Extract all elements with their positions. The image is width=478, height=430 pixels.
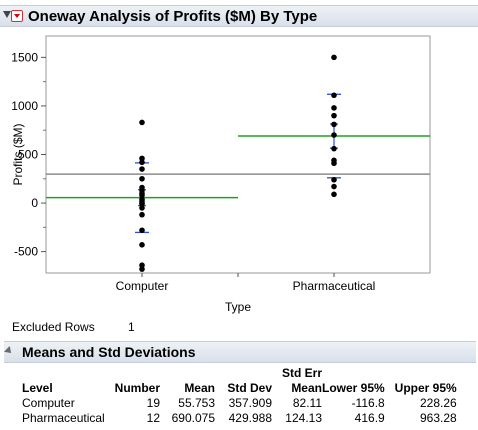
data-point bbox=[139, 227, 145, 234]
table-header-row-1: Std Err bbox=[22, 366, 457, 381]
oneway-plot: -500 0 500 1000 1500 Computer Pharmaceutical Ty… bbox=[11, 35, 431, 314]
means-section-title: Means and Std Deviations bbox=[22, 344, 196, 360]
data-point bbox=[139, 155, 145, 162]
data-point bbox=[139, 159, 145, 166]
red-triangle-menu-icon[interactable] bbox=[11, 10, 23, 22]
y-axis-title: Profits ($M) bbox=[11, 123, 25, 185]
data-point bbox=[331, 92, 337, 99]
cell-number: 19 bbox=[146, 396, 160, 410]
cell-level: Pharmaceutical bbox=[22, 411, 105, 425]
y-tick-label: 500 bbox=[18, 148, 38, 162]
header-cell bbox=[160, 366, 215, 381]
oneway-report-header: Oneway Analysis of Profits ($M) By Type bbox=[0, 5, 478, 27]
header-number: Number bbox=[114, 381, 160, 395]
disclosure-triangle-icon[interactable] bbox=[3, 11, 11, 18]
header-std-err-mean: Mean bbox=[291, 381, 322, 395]
excluded-rows-value: 1 bbox=[128, 320, 135, 334]
data-point bbox=[331, 145, 337, 152]
header-cell: Std Err bbox=[281, 366, 322, 380]
data-point bbox=[331, 121, 337, 128]
header-mean: Mean bbox=[184, 381, 215, 395]
data-point bbox=[139, 266, 145, 272]
x-tick-label: Pharmaceutical bbox=[293, 279, 376, 293]
cell-upper-95: 963.28 bbox=[420, 411, 457, 425]
means-std-table: Std Err Level Number Mean Std Dev Mean L… bbox=[22, 366, 457, 426]
cell-level: Computer bbox=[22, 396, 75, 410]
data-point bbox=[139, 262, 145, 269]
x-axis-title: Type bbox=[225, 300, 251, 314]
data-point bbox=[139, 205, 145, 211]
header-std-dev: Std Dev bbox=[227, 381, 272, 395]
means-section-header: Means and Std Deviations bbox=[4, 341, 476, 363]
x-tick-label: Computer bbox=[116, 279, 169, 293]
header-lower-95: Lower 95% bbox=[322, 381, 385, 395]
header-cell bbox=[322, 366, 385, 381]
cell-lower-95: 416.9 bbox=[354, 411, 385, 425]
excluded-rows-label: Excluded Rows bbox=[12, 320, 95, 334]
plot-frame bbox=[45, 35, 431, 274]
cell-number: 12 bbox=[146, 411, 160, 425]
data-point bbox=[139, 166, 145, 172]
y-tick-label: 0 bbox=[31, 196, 38, 210]
y-tick-label: -500 bbox=[14, 245, 38, 259]
data-point bbox=[139, 119, 145, 126]
data-point bbox=[139, 192, 145, 199]
header-upper-95: Upper 95% bbox=[394, 381, 457, 395]
data-point bbox=[139, 201, 145, 207]
data-point bbox=[331, 176, 337, 183]
data-point bbox=[331, 105, 337, 111]
header-cell bbox=[22, 366, 114, 381]
data-point bbox=[139, 242, 145, 248]
header-cell bbox=[385, 366, 457, 381]
data-point bbox=[331, 54, 337, 61]
header-cell bbox=[114, 366, 160, 381]
data-point bbox=[331, 160, 337, 167]
cell-std-err: 82.11 bbox=[292, 396, 322, 410]
header-cell bbox=[215, 366, 272, 381]
y-tick-label: 1500 bbox=[11, 50, 38, 64]
table-row: Computer 19 55.753 357.909 82.11 -116.8 … bbox=[22, 396, 457, 411]
cell-upper-95: 228.26 bbox=[420, 396, 457, 410]
table-header-row-2: Level Number Mean Std Dev Mean Lower 95%… bbox=[22, 381, 457, 396]
table-row: Pharmaceutical 12 690.075 429.988 124.13… bbox=[22, 411, 457, 426]
report-title: Oneway Analysis of Profits ($M) By Type bbox=[28, 8, 318, 25]
cell-mean: 690.075 bbox=[171, 411, 215, 425]
data-point bbox=[139, 175, 145, 182]
data-point bbox=[331, 112, 337, 119]
cell-lower-95: -116.8 bbox=[351, 396, 385, 410]
data-point bbox=[331, 191, 337, 198]
y-tick-label: 1000 bbox=[11, 99, 38, 113]
data-point bbox=[331, 183, 337, 190]
disclosure-triangle-icon[interactable] bbox=[4, 346, 14, 356]
cell-std-dev: 429.988 bbox=[228, 411, 272, 425]
cell-std-dev: 357.909 bbox=[228, 396, 272, 410]
cell-std-err: 124.13 bbox=[285, 411, 322, 425]
data-point bbox=[331, 132, 337, 138]
cell-mean: 55.753 bbox=[178, 396, 215, 410]
data-point bbox=[139, 211, 145, 218]
header-level: Level bbox=[22, 381, 53, 395]
